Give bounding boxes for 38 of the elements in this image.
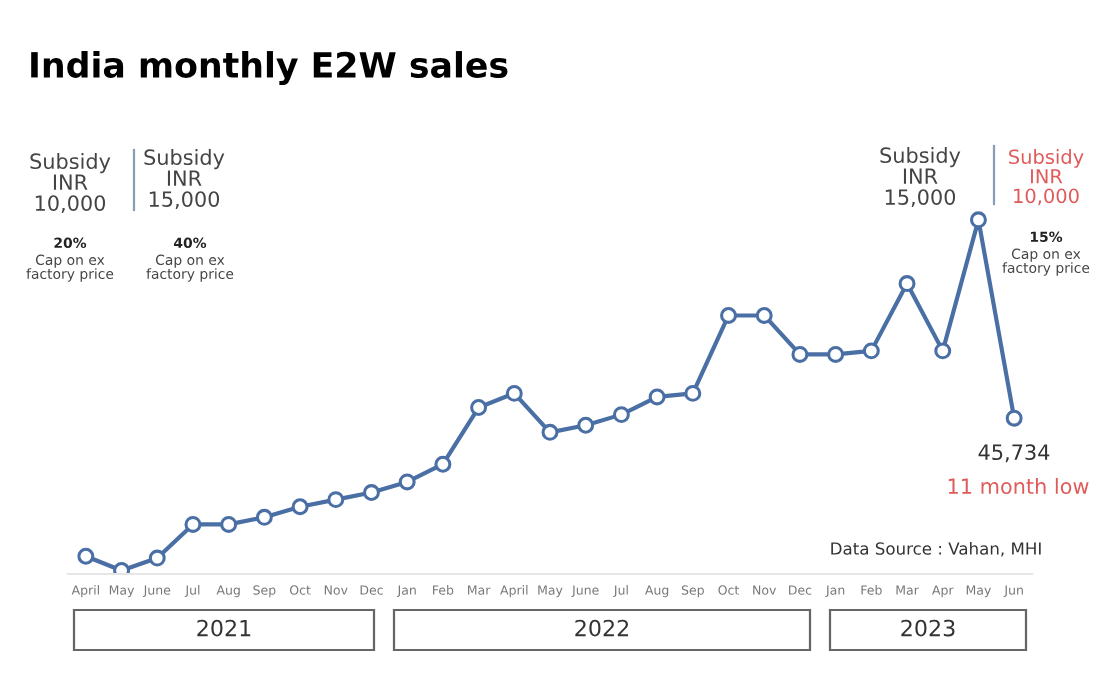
point — [470, 399, 488, 417]
text: Subsidy INR 10,000 — [30, 152, 111, 214]
point — [291, 498, 309, 516]
annotation: Data Source : Vahan, MHI — [831, 541, 1041, 557]
point — [327, 491, 345, 509]
point — [77, 547, 95, 565]
point — [505, 384, 523, 402]
point — [791, 345, 809, 363]
point — [720, 306, 737, 324]
point — [220, 515, 238, 533]
point — [898, 275, 916, 293]
text: Subsidy INR 10,000 — [1009, 149, 1084, 206]
point — [363, 484, 380, 502]
text: 2021 — [197, 619, 251, 637]
point — [969, 211, 987, 229]
text: 2022 — [575, 619, 629, 637]
point — [541, 423, 559, 441]
point — [577, 416, 595, 434]
point — [612, 406, 630, 424]
point — [648, 388, 666, 406]
point — [827, 345, 845, 363]
text: Subsidy INR 15,000 — [144, 148, 225, 210]
point — [434, 455, 452, 473]
point — [398, 473, 416, 491]
point — [184, 515, 202, 533]
point — [1005, 409, 1023, 427]
point — [934, 342, 952, 360]
annotation: 11 month low — [948, 477, 1089, 495]
point — [684, 384, 702, 402]
point — [148, 549, 166, 567]
point — [755, 306, 773, 324]
point — [113, 561, 131, 574]
point — [255, 508, 273, 526]
point — [862, 342, 880, 360]
text: Subsidy INR 15,000 — [880, 146, 961, 208]
annotation: 45,734 — [978, 444, 1050, 463]
chart-title: India monthly E2W sales — [31, 51, 508, 85]
text: 2023 — [901, 619, 955, 637]
